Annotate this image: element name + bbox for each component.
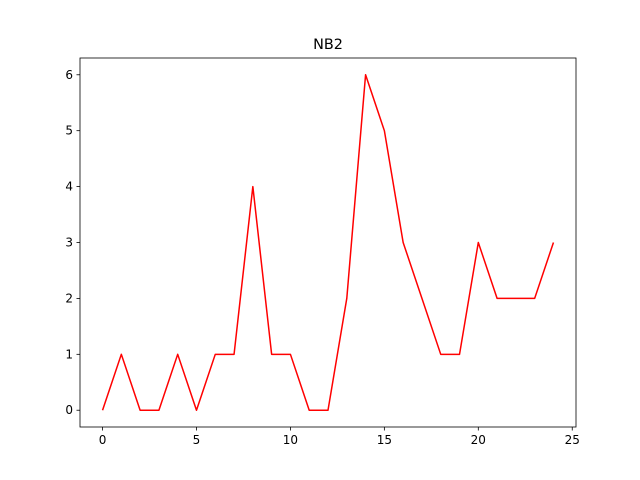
y-tick-label: 1 (65, 347, 73, 361)
y-axis: 0 1 2 3 4 5 6 (65, 68, 80, 417)
y-tick-label: 4 (65, 180, 73, 194)
y-tick-label: 5 (65, 124, 73, 138)
x-tick-label: 15 (377, 433, 392, 447)
y-tick-label: 2 (65, 291, 73, 305)
plot-area: 0 5 10 15 20 25 0 1 2 3 4 5 6 (65, 57, 580, 447)
x-tick-label: 10 (283, 433, 298, 447)
axes-frame (79, 57, 577, 428)
chart-title: NB2 (313, 37, 343, 53)
x-tick-label: 5 (193, 433, 201, 447)
x-tick-label: 0 (99, 433, 107, 447)
x-tick-label: 20 (471, 433, 486, 447)
y-tick-label: 3 (65, 236, 73, 250)
series-layer (101, 74, 555, 411)
y-tick-label: 0 (65, 403, 73, 417)
y-tick-label: 6 (65, 68, 73, 82)
x-axis: 0 5 10 15 20 25 (99, 427, 580, 447)
x-tick-label: 25 (565, 433, 580, 447)
series-line (101, 74, 555, 411)
